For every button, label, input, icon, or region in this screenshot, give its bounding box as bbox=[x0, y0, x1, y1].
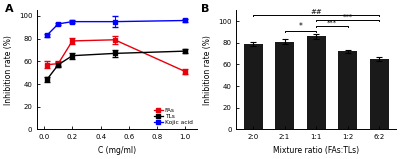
Text: *: * bbox=[298, 22, 302, 31]
X-axis label: Mixture ratio (FAs:TLs): Mixture ratio (FAs:TLs) bbox=[273, 146, 359, 155]
Bar bbox=[275, 42, 294, 129]
Y-axis label: Inhibition rate (%): Inhibition rate (%) bbox=[204, 35, 212, 105]
Text: B: B bbox=[201, 4, 210, 14]
Bar bbox=[370, 59, 388, 129]
Text: ***: *** bbox=[342, 14, 353, 20]
Text: A: A bbox=[5, 4, 14, 14]
Bar bbox=[307, 36, 326, 129]
X-axis label: C (mg/ml): C (mg/ml) bbox=[98, 146, 136, 155]
Legend: FAs, TLs, Kojic acid: FAs, TLs, Kojic acid bbox=[153, 107, 194, 127]
Y-axis label: Inhibition rate (%): Inhibition rate (%) bbox=[4, 35, 13, 105]
Text: ##: ## bbox=[310, 9, 322, 14]
Text: ***: *** bbox=[327, 19, 337, 25]
Bar bbox=[338, 52, 357, 129]
Bar bbox=[244, 44, 262, 129]
